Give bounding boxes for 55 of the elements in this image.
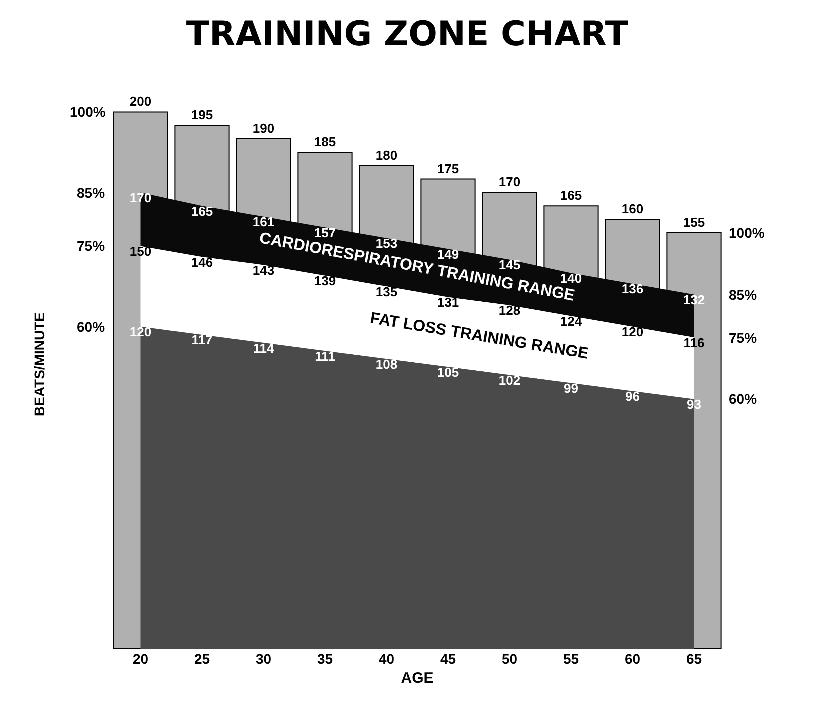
data-label: 99 (564, 381, 578, 396)
x-tick-label: 40 (378, 651, 395, 667)
data-label: 175 (437, 161, 460, 176)
annotation: 100% (70, 104, 106, 120)
annotation: 100% (729, 225, 766, 241)
x-tick-label: 65 (686, 651, 702, 667)
annotation: 60% (729, 391, 758, 407)
x-tick-label: 30 (256, 651, 272, 667)
data-label: 190 (252, 121, 275, 136)
data-label: 185 (314, 134, 336, 150)
data-label: 131 (437, 295, 460, 310)
x-tick-label: 25 (194, 651, 210, 667)
data-label: 117 (192, 332, 213, 348)
data-label: 116 (684, 335, 705, 350)
data-label: 114 (253, 340, 275, 356)
data-label: 139 (314, 274, 336, 289)
x-tick-label: 45 (440, 651, 456, 667)
data-label: 195 (191, 108, 214, 123)
data-label: 170 (498, 174, 521, 190)
data-label: 149 (437, 246, 460, 262)
annotation: 85% (729, 287, 758, 303)
data-label: 180 (376, 148, 398, 163)
data-label: 146 (191, 254, 214, 270)
data-label: 155 (683, 214, 706, 230)
data-label: 136 (622, 282, 644, 297)
data-label: 200 (130, 94, 152, 110)
annotation: 75% (729, 330, 758, 346)
data-label: 165 (191, 204, 214, 219)
chart-title: TRAINING ZONE CHART (186, 14, 630, 54)
data-label: 170 (130, 190, 152, 206)
y-axis-title: BEATS/MINUTE (32, 312, 48, 416)
x-axis-title: AGE (401, 670, 434, 687)
annotation: 75% (77, 238, 106, 254)
data-label: 124 (560, 314, 583, 329)
data-label: 150 (130, 244, 152, 260)
data-label: 93 (687, 397, 702, 412)
x-tick-label: 35 (317, 651, 334, 667)
data-label: 165 (560, 188, 582, 204)
annotation: 60% (77, 319, 106, 335)
data-label: 105 (437, 364, 460, 380)
data-label: 160 (622, 202, 644, 217)
data-label: 96 (626, 389, 640, 404)
data-label: 102 (498, 372, 521, 388)
annotation: 85% (77, 185, 106, 201)
data-label: 120 (130, 324, 152, 340)
data-label: 120 (622, 324, 644, 340)
x-tick-label: 60 (624, 651, 641, 667)
x-tick-label: 50 (502, 651, 518, 667)
data-label: 111 (315, 348, 336, 364)
data-label: 135 (376, 284, 398, 300)
x-tick-label: 55 (563, 651, 580, 667)
data-label: 161 (252, 214, 275, 230)
data-label: 128 (498, 303, 521, 318)
x-tick-label: 20 (132, 651, 149, 667)
data-label: 108 (376, 356, 398, 372)
